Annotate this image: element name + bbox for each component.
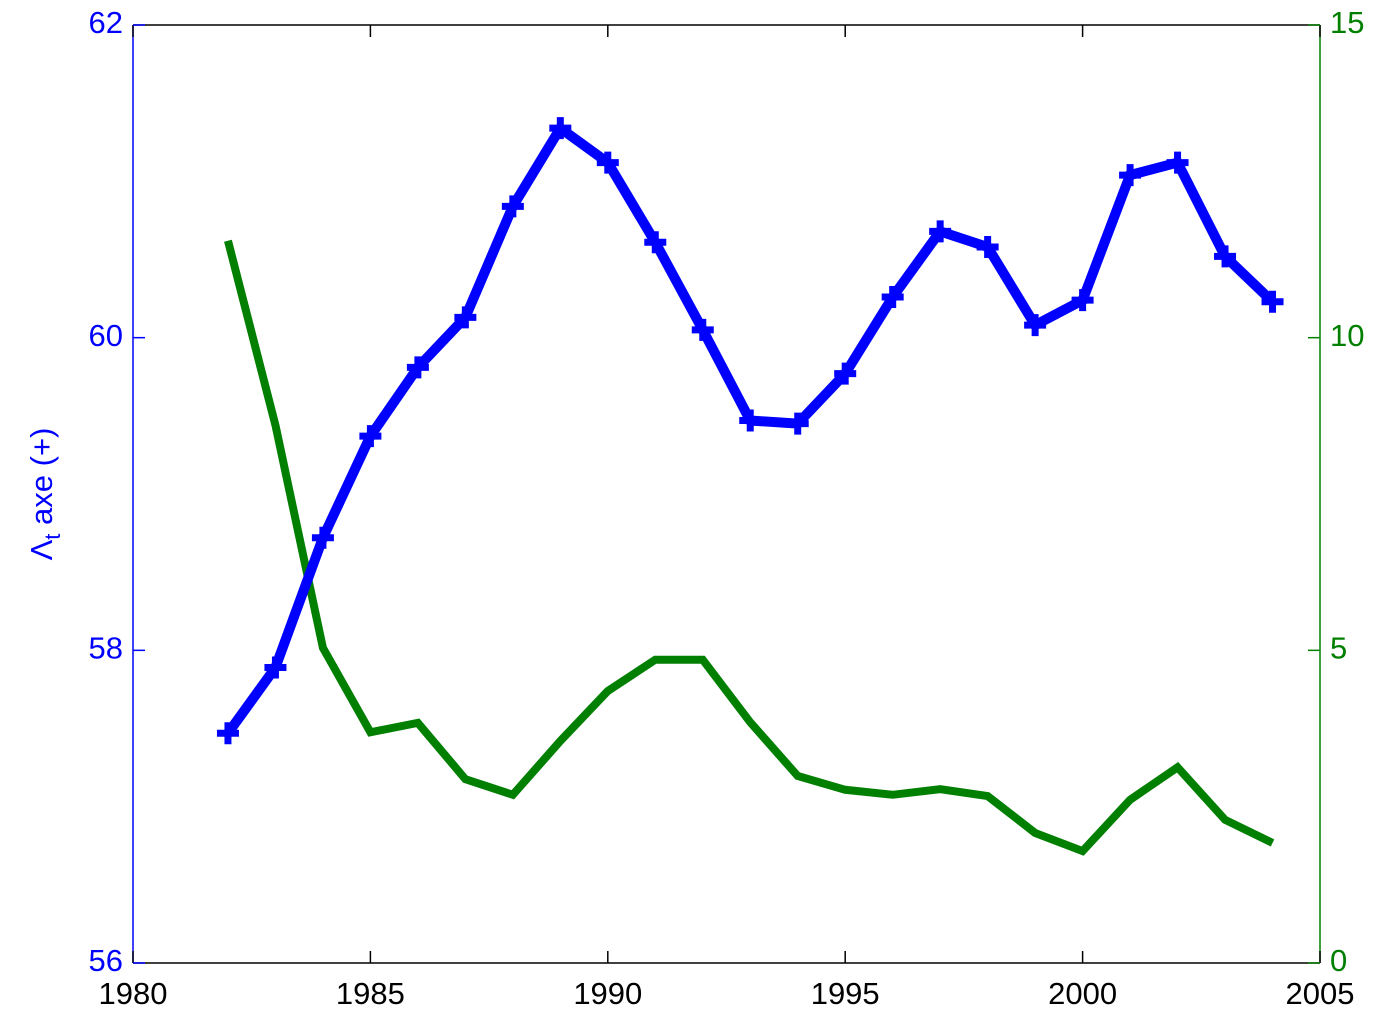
y-tick-label: 58 (89, 631, 123, 666)
y-axis-label: Λt axe (+) (24, 428, 65, 561)
marker (596, 151, 619, 174)
x-tick-label: 2005 (1286, 976, 1355, 1011)
marker (834, 362, 857, 385)
y2-tick-label: 5 (1330, 631, 1347, 666)
marker (1024, 314, 1047, 337)
marker (549, 117, 572, 140)
y2-tick-label: 0 (1330, 943, 1347, 978)
x-tick-label: 2000 (1048, 976, 1117, 1011)
marker (976, 235, 999, 258)
marker (454, 306, 477, 329)
series-line (224, 239, 1275, 856)
marker (1071, 289, 1094, 312)
marker (264, 656, 287, 679)
y2-tick-label: 10 (1330, 318, 1364, 353)
marker (1261, 290, 1284, 313)
x-tick-label: 1980 (99, 976, 168, 1011)
x-tick-label: 1995 (811, 976, 880, 1011)
marker (644, 231, 667, 254)
marker (1214, 245, 1237, 268)
marker (691, 318, 714, 341)
y-tick-label: 60 (89, 318, 123, 353)
y-label-part: Λ (24, 539, 59, 560)
marker (881, 286, 904, 309)
marker (501, 195, 524, 218)
marker (406, 356, 429, 379)
y-tick-label: 56 (89, 943, 123, 978)
y2-tick-label: 15 (1330, 5, 1364, 40)
y-label-part: axe (+) (24, 428, 59, 534)
marker (216, 722, 239, 745)
marker (929, 220, 952, 243)
y-tick-label: 62 (89, 5, 123, 40)
marker (1119, 164, 1142, 187)
marker (739, 409, 762, 432)
x-tick-label: 1990 (573, 976, 642, 1011)
x-tick-label: 1985 (336, 976, 405, 1011)
y-label-sub: t (40, 534, 65, 540)
marker (359, 425, 382, 448)
marker (311, 526, 334, 549)
marker (1166, 151, 1189, 174)
marker (786, 412, 809, 435)
